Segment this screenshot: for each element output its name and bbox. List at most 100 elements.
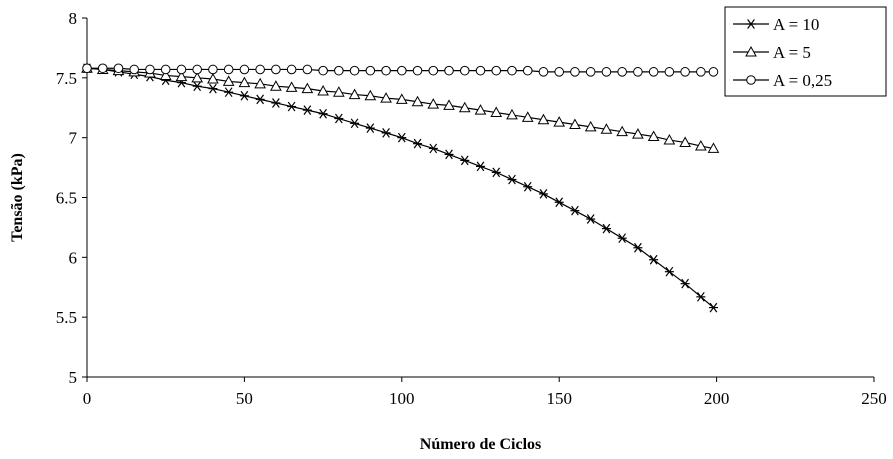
data-point [332,86,345,97]
data-point [365,65,376,76]
data-point [286,64,297,75]
data-point [708,67,719,77]
data-point [632,128,644,139]
data-point [287,101,297,112]
y-tick-label: 5.5 [56,308,77,327]
data-point [113,63,124,74]
data-point [680,278,690,289]
data-point [428,143,438,154]
data-point [239,64,250,75]
x-tick-label: 150 [546,389,572,408]
data-point [318,65,328,76]
data-point [695,140,707,151]
data-point [459,65,470,76]
data-point [239,90,249,101]
data-point [696,67,706,77]
data-point [176,64,187,75]
series-line [86,67,714,309]
data-point [412,65,423,76]
data-point [413,138,423,149]
data-point [554,197,564,208]
data-point [538,67,549,77]
data-point [192,64,202,75]
legend-label: A = 5 [773,43,811,62]
data-point [318,108,328,119]
y-tick-label: 6 [69,248,78,267]
data-point [601,67,612,77]
data-point [159,69,172,80]
data-point [349,65,360,76]
data-point [538,189,548,199]
data-point [585,67,596,77]
data-point [553,116,566,127]
data-point [334,113,344,124]
data-point [207,73,219,84]
data-point [222,75,235,86]
data-point [254,77,266,89]
data-point [224,87,234,98]
data-point [365,123,375,133]
legend-item: A = 0,25 [733,71,832,90]
data-point [301,82,314,94]
legend: A = 10 A = 5 A = 0,25 [724,6,887,97]
data-point [648,67,659,77]
data-point [570,67,580,77]
x-tick-label: 50 [236,389,253,408]
data-point [537,113,550,125]
x-ticks: 0 50 100 150 200 250 [83,377,887,408]
data-point [443,99,455,110]
data-point [397,65,407,76]
data-point [381,65,391,76]
data-point [380,92,392,103]
data-point [460,155,470,166]
data-point [617,233,627,244]
data-point [255,94,265,105]
data-point [475,65,486,76]
data-point [633,242,643,253]
data-point [191,71,204,83]
y-tick-label: 7 [69,129,78,148]
x-tick-label: 0 [83,389,92,408]
data-point [506,108,518,120]
data-point [600,123,613,134]
x-tick-label: 250 [861,389,887,408]
data-point [491,167,501,178]
legend-marker [746,19,756,29]
x-tick-label: 200 [704,389,730,408]
x-axis-title: Número de Ciclos [420,436,541,453]
data-point [175,70,188,82]
y-tick-label: 6.5 [56,189,77,208]
data-point [271,98,281,108]
data-point [381,128,391,138]
data-point [302,64,313,75]
legend-item: A = 10 [733,15,819,34]
y-tick-label: 7.5 [56,69,77,88]
data-point [476,161,485,172]
data-point [491,65,502,76]
data-point [554,67,565,77]
data-point [708,302,718,313]
data-point [586,214,596,224]
data-point [601,223,611,234]
y-ticks: 5 5.5 6 6.5 7 7.5 8 [56,9,87,387]
data-point [444,149,454,160]
data-point [192,81,202,92]
data-point [523,181,533,192]
data-point [334,65,344,76]
data-point [348,88,361,100]
y-tick-label: 8 [69,9,78,28]
x-tick-label: 100 [389,389,415,408]
data-point [350,118,360,129]
data-point [521,111,534,122]
data-point [397,132,407,143]
data-point [145,64,155,75]
data-point [271,64,281,75]
data-point [664,266,674,277]
data-point [584,120,597,132]
data-point [97,63,108,74]
data-point [663,134,676,145]
data-point [160,64,171,75]
legend-label: A = 0,25 [773,71,832,90]
data-point [238,76,251,88]
